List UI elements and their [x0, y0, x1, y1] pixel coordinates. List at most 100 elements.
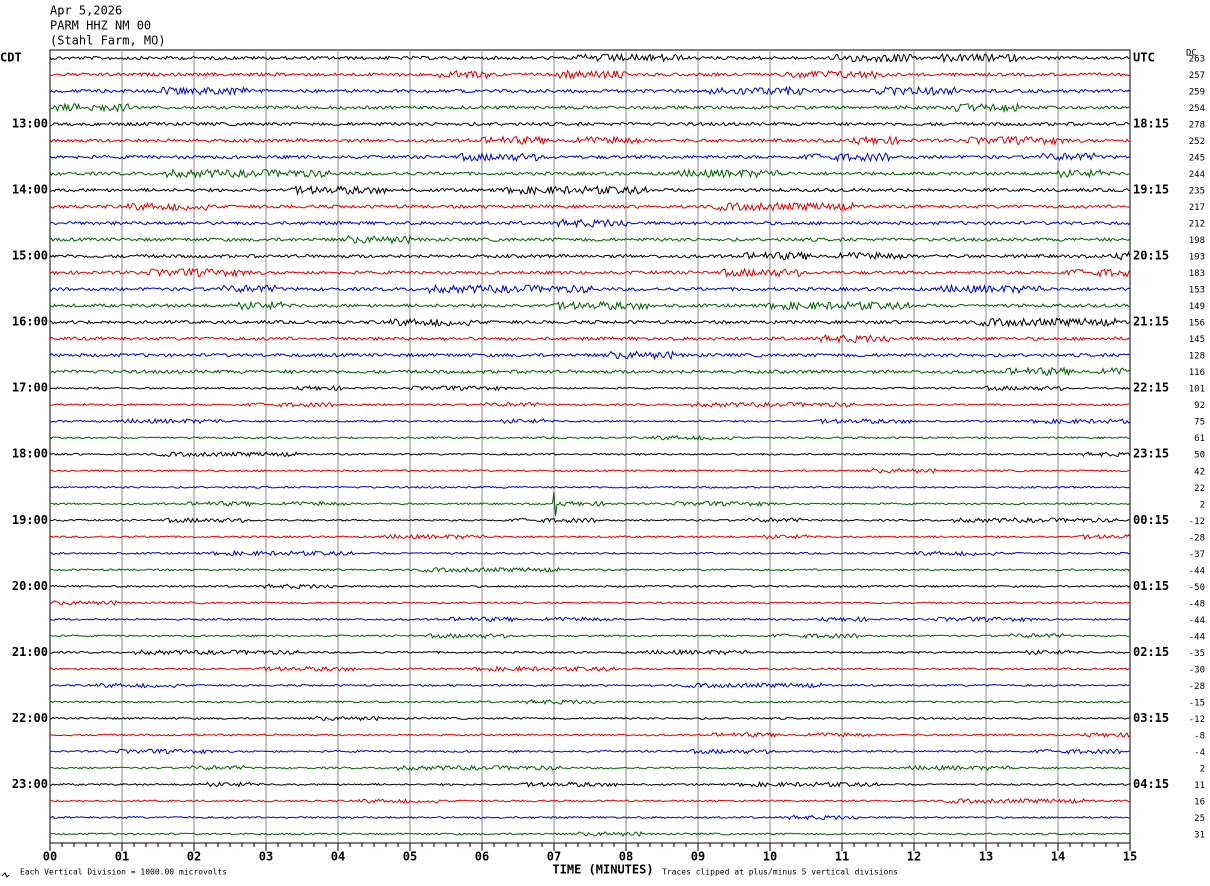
trace [49, 648, 1131, 656]
dc-value: 2 [1200, 764, 1205, 774]
dc-value: 217 [1189, 203, 1205, 213]
dc-value: 198 [1189, 236, 1205, 246]
x-tick-label: 04 [331, 850, 345, 864]
dc-value: 212 [1189, 220, 1205, 230]
dc-value: 244 [1189, 170, 1205, 180]
dc-value: -48 [1189, 599, 1205, 609]
utc-label: 22:15 [1133, 381, 1169, 395]
x-tick-label: 06 [475, 850, 489, 864]
trace [49, 797, 1131, 805]
dc-value: -44 [1189, 632, 1205, 642]
dc-value: 42 [1194, 467, 1205, 477]
cdt-label: 18:00 [12, 447, 48, 461]
trace [49, 333, 1131, 344]
utc-label: 00:15 [1133, 513, 1169, 527]
dc-value: -28 [1189, 682, 1205, 692]
cdt-label: 13:00 [12, 117, 48, 131]
utc-label: 01:15 [1133, 579, 1169, 593]
trace [49, 549, 1131, 557]
dc-value: 263 [1189, 55, 1205, 65]
trace [49, 566, 1131, 573]
dc-value: -30 [1189, 665, 1205, 675]
trace [49, 748, 1131, 755]
trace [49, 616, 1131, 623]
trace [49, 218, 1131, 229]
dc-value: 193 [1189, 253, 1205, 263]
x-tick-label: 14 [1051, 850, 1065, 864]
dc-value: 245 [1189, 154, 1205, 164]
station: PARM HHZ NM 00 [50, 19, 151, 33]
x-tick-label: 05 [403, 850, 417, 864]
dc-value: 254 [1189, 104, 1205, 114]
x-axis-title: TIME (MINUTES) [552, 863, 653, 877]
dc-value: 31 [1194, 830, 1205, 840]
trace [49, 52, 1131, 64]
dc-value: 101 [1189, 385, 1205, 395]
trace [49, 682, 1131, 689]
dc-value: 156 [1189, 319, 1205, 329]
trace [49, 151, 1131, 163]
trace [49, 167, 1131, 179]
trace [49, 366, 1131, 376]
trace [49, 385, 1131, 392]
trace [49, 814, 1131, 821]
cdt-label: 14:00 [12, 183, 48, 197]
trace [49, 85, 1131, 97]
trace [50, 632, 1131, 640]
clip-note: Traces clipped at plus/minus 5 vertical … [662, 868, 898, 877]
logo [1, 872, 10, 878]
scale-note: Each Vertical Division = 1000.00 microvo… [20, 868, 227, 877]
cdt-label: 15:00 [12, 249, 48, 263]
dc-value: 11 [1194, 781, 1205, 791]
dc-value: 116 [1189, 368, 1205, 378]
trace [49, 467, 1131, 474]
trace [49, 665, 1131, 673]
trace [49, 300, 1131, 312]
dc-value: 183 [1189, 269, 1205, 279]
cdt-label: CDT [0, 51, 22, 65]
trace [49, 533, 1131, 541]
x-tick-label: 13 [979, 850, 993, 864]
dc-value: 2 [1200, 500, 1205, 510]
cdt-label: 23:00 [12, 777, 48, 791]
trace [49, 69, 1131, 80]
dc-value: 25 [1194, 814, 1205, 824]
trace [49, 491, 1131, 516]
x-tick-label: 00 [43, 850, 57, 864]
trace [49, 121, 1131, 127]
x-tick-label: 15 [1123, 850, 1137, 864]
dc-value: 149 [1189, 302, 1205, 312]
utc-label: 20:15 [1133, 249, 1169, 263]
trace [49, 434, 1130, 441]
dc-value: -28 [1189, 533, 1205, 543]
trace [49, 831, 1131, 838]
x-tick-label: 09 [691, 850, 705, 864]
utc-label: 03:15 [1133, 711, 1169, 725]
dc-value: 92 [1194, 401, 1205, 411]
dc-value: 252 [1189, 137, 1205, 147]
trace [49, 451, 1131, 458]
dc-value: 22 [1194, 484, 1205, 494]
dc-value: 259 [1189, 88, 1205, 98]
x-tick-label: 03 [259, 850, 273, 864]
utc-label: UTC [1133, 51, 1155, 65]
trace [49, 401, 1131, 408]
dc-value: 61 [1194, 434, 1205, 444]
dc-value: 257 [1189, 71, 1205, 81]
trace [49, 780, 1131, 788]
x-tick-label: 10 [763, 850, 777, 864]
trace [49, 715, 1131, 722]
dc-value: 145 [1189, 335, 1205, 345]
utc-label: 02:15 [1133, 645, 1169, 659]
trace [49, 583, 1131, 590]
dc-title: DC [1186, 49, 1197, 59]
x-tick-label: 07 [547, 850, 561, 864]
dc-value: 153 [1189, 286, 1205, 296]
dc-value: -37 [1189, 550, 1205, 560]
trace [49, 102, 1131, 114]
trace [49, 267, 1131, 279]
dc-value: -15 [1189, 698, 1205, 708]
dc-value: -35 [1189, 649, 1205, 659]
cdt-label: 16:00 [12, 315, 48, 329]
utc-label: 18:15 [1133, 117, 1169, 131]
